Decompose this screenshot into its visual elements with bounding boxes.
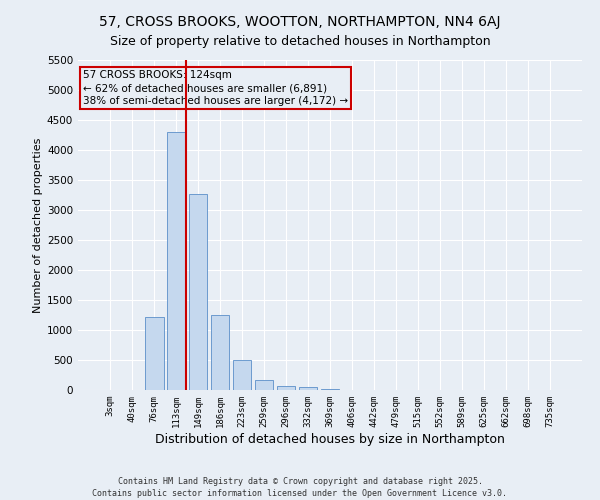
Bar [299,387,317,390]
X-axis label: Distribution of detached houses by size in Northampton: Distribution of detached houses by size … [155,432,505,446]
Bar [189,194,208,390]
Bar [145,317,164,390]
Text: Size of property relative to detached houses in Northampton: Size of property relative to detached ho… [110,35,490,48]
Y-axis label: Number of detached properties: Number of detached properties [33,138,43,312]
Bar [167,132,185,390]
Text: Contains HM Land Registry data © Crown copyright and database right 2025.
Contai: Contains HM Land Registry data © Crown c… [92,476,508,498]
Bar [277,386,295,390]
Bar [211,314,229,390]
Bar [255,380,274,390]
Bar [233,360,251,390]
Text: 57, CROSS BROOKS, WOOTTON, NORTHAMPTON, NN4 6AJ: 57, CROSS BROOKS, WOOTTON, NORTHAMPTON, … [99,15,501,29]
Text: 57 CROSS BROOKS: 124sqm
← 62% of detached houses are smaller (6,891)
38% of semi: 57 CROSS BROOKS: 124sqm ← 62% of detache… [83,70,348,106]
